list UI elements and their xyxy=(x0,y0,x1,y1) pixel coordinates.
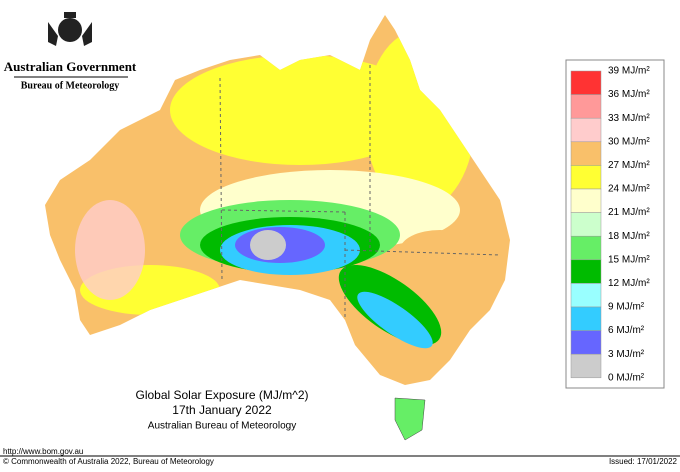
legend-label: 12 MJ/m² xyxy=(608,278,650,289)
government: Australian Government xyxy=(4,59,137,74)
legend-label: 39 MJ/m² xyxy=(608,66,650,77)
legend-label: 24 MJ/m² xyxy=(608,184,650,195)
legend-swatch xyxy=(570,353,602,379)
legend-swatch xyxy=(570,117,602,143)
legend-label: 30 MJ/m² xyxy=(608,136,650,147)
legend-swatch xyxy=(570,94,602,119)
legend-label: 36 MJ/m² xyxy=(608,89,650,100)
legend-swatch xyxy=(570,212,602,237)
legend-label: 3 MJ/m² xyxy=(608,349,645,360)
legend-swatch xyxy=(570,188,602,213)
legend-label: 27 MJ/m² xyxy=(608,160,650,171)
copyright: © Commonwealth of Australia 2022, Bureau… xyxy=(3,457,214,466)
issued: Issued: 17/01/2022 xyxy=(609,457,678,466)
agency: Bureau of Meteorology xyxy=(21,80,120,91)
legend-swatch xyxy=(570,259,602,284)
legend-label: 15 MJ/m² xyxy=(608,254,650,265)
url: http://www.bom.gov.au xyxy=(3,447,83,456)
legend-label: 0 MJ/m² xyxy=(608,372,645,383)
tasmania xyxy=(394,397,426,441)
legend: 39 MJ/m² 36 MJ/m² 33 MJ/m² 30 MJ/m² 27 MJ/m²… xyxy=(570,66,650,383)
legend-swatch xyxy=(570,283,602,308)
legend-label: 21 MJ/m² xyxy=(608,207,650,218)
legend-label: 6 MJ/m² xyxy=(608,325,645,336)
legend-label: 33 MJ/m² xyxy=(608,113,650,124)
crest xyxy=(48,12,92,46)
legend-swatch xyxy=(570,70,602,95)
map-source: Australian Bureau of Meteorology xyxy=(148,421,296,432)
legend-swatch xyxy=(570,330,602,355)
map-title: Global Solar Exposure (MJ/m^2) xyxy=(135,388,308,402)
legend-swatch xyxy=(570,141,602,166)
legend-swatch xyxy=(570,165,602,190)
legend-label: 18 MJ/m² xyxy=(608,231,650,242)
legend-swatch xyxy=(570,235,602,261)
map-date: 17th January 2022 xyxy=(172,403,272,417)
legend-label: 9 MJ/m² xyxy=(608,302,645,313)
legend-swatch xyxy=(570,306,602,331)
